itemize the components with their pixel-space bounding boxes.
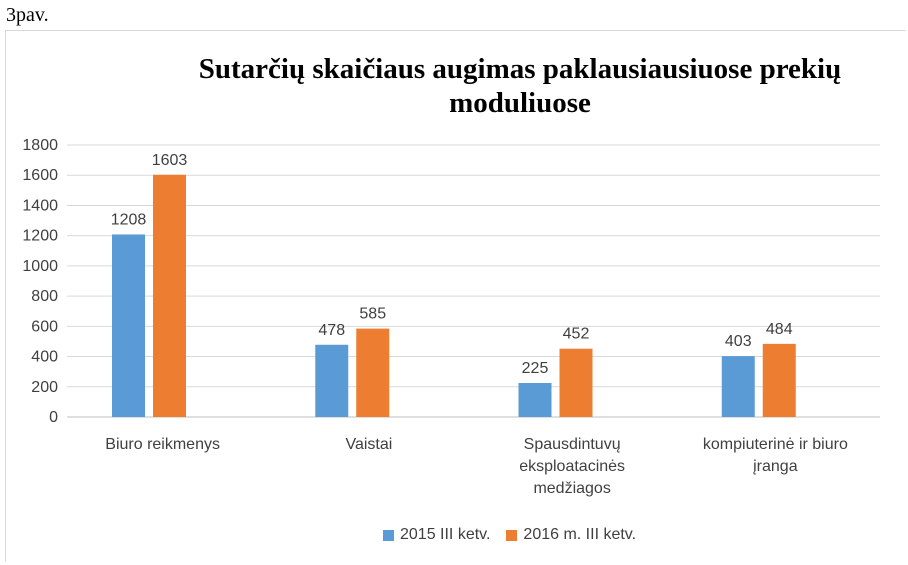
figure-label: 3pav. (6, 4, 49, 26)
bar-2-1 (153, 174, 186, 417)
bar-1-4 (721, 356, 755, 417)
x-tick-label: įranga (753, 458, 798, 475)
data-label: 452 (563, 326, 590, 343)
x-tick-label: Vaistai (345, 436, 392, 453)
legend-item-series-1: 2015 III ketv. (383, 526, 490, 544)
x-tick-label: Biuro reikmenys (105, 436, 220, 453)
x-tick-label: medžiagos (533, 480, 610, 497)
x-tick-label: Spausdintuvų (524, 436, 621, 453)
y-tick-label: 1400 (22, 197, 58, 214)
y-tick-label: 400 (31, 349, 58, 366)
chart-frame (5, 30, 906, 562)
data-label: 403 (725, 333, 752, 350)
bar-2-4 (762, 343, 796, 417)
y-tick-label: 1200 (22, 228, 58, 245)
x-tick-label: kompiuterinė ir biuro (703, 436, 848, 453)
bar-1-1 (112, 234, 145, 417)
data-label: 585 (359, 306, 386, 323)
chart-legend: 2015 III ketv. 2016 m. III ketv. (383, 526, 652, 544)
data-label: 484 (766, 321, 793, 338)
y-tick-label: 600 (31, 318, 58, 335)
legend-label-series-1: 2015 III ketv. (400, 526, 491, 543)
data-label: 1208 (111, 211, 147, 228)
bar-2-3 (559, 348, 593, 417)
y-tick-label: 1600 (22, 167, 58, 184)
y-tick-label: 800 (31, 288, 58, 305)
chart-title: Sutarčių skaičiaus augimas paklausiausiu… (198, 53, 842, 119)
x-tick-label: eksploatacinės (519, 458, 625, 475)
legend-item-series-2: 2016 m. III ketv. (506, 526, 636, 544)
y-tick-label: 1800 (22, 137, 58, 154)
legend-swatch-series-1 (383, 529, 394, 541)
y-tick-label: 200 (31, 379, 58, 396)
y-tick-label: 0 (49, 409, 58, 426)
legend-label-series-2: 2016 m. III ketv. (523, 526, 637, 543)
data-label: 478 (318, 322, 345, 339)
bar-2-2 (356, 328, 390, 417)
bar-1-2 (315, 344, 349, 417)
data-label: 225 (522, 360, 549, 377)
bar-1-3 (518, 383, 552, 417)
data-label: 1603 (152, 152, 188, 169)
legend-swatch-series-2 (506, 529, 518, 541)
y-tick-label: 1000 (22, 258, 58, 275)
